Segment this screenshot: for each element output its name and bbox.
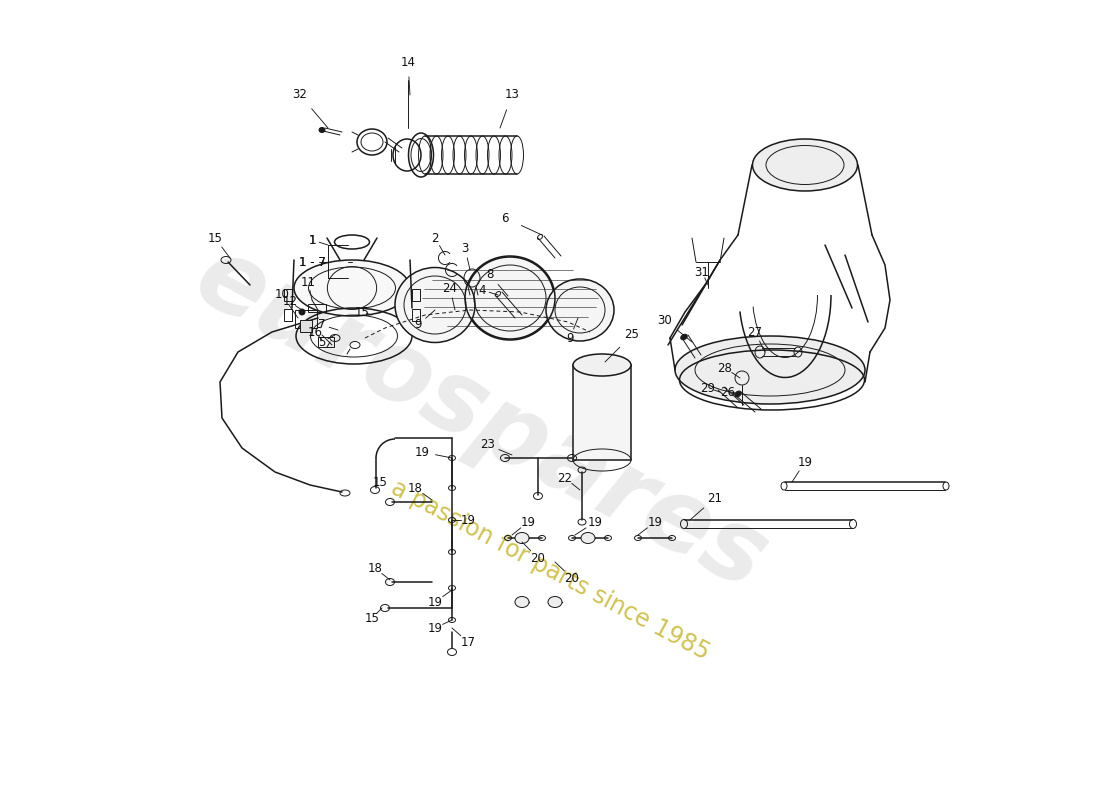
Text: 10: 10 (275, 289, 289, 302)
Text: 26: 26 (720, 386, 736, 398)
Bar (284, 309, 292, 321)
Ellipse shape (395, 267, 475, 342)
Bar (308, 304, 326, 312)
Text: 7: 7 (318, 318, 326, 331)
Bar (295, 310, 317, 328)
Text: 23: 23 (481, 438, 495, 451)
Bar (412, 289, 420, 301)
Text: 32: 32 (293, 89, 307, 102)
Text: 19: 19 (520, 515, 536, 529)
Text: 21: 21 (707, 491, 723, 505)
Ellipse shape (515, 533, 529, 543)
Text: 2: 2 (431, 231, 439, 245)
Ellipse shape (319, 127, 324, 133)
Text: 1: 1 (308, 234, 316, 246)
Bar (300, 320, 312, 332)
Text: 19: 19 (428, 622, 442, 634)
Ellipse shape (466, 257, 554, 339)
Bar (412, 309, 420, 321)
Text: 1 - 7: 1 - 7 (298, 255, 326, 269)
Text: 24: 24 (442, 282, 458, 294)
Text: 15: 15 (373, 475, 387, 489)
Text: 13: 13 (505, 89, 519, 102)
Text: a passion for parts since 1985: a passion for parts since 1985 (387, 475, 713, 665)
Bar (318, 337, 334, 347)
Text: 20: 20 (530, 551, 546, 565)
Text: 22: 22 (558, 471, 572, 485)
Text: 8: 8 (486, 269, 494, 282)
Text: 18: 18 (367, 562, 383, 574)
Text: 14: 14 (400, 55, 416, 69)
Text: 17: 17 (461, 635, 475, 649)
Text: 30: 30 (658, 314, 672, 326)
Text: 28: 28 (717, 362, 733, 374)
Text: eurospares: eurospares (178, 229, 782, 611)
Text: 16: 16 (308, 326, 322, 338)
Ellipse shape (675, 336, 865, 404)
Text: 20: 20 (564, 571, 580, 585)
Ellipse shape (546, 279, 614, 341)
Text: 18: 18 (408, 482, 422, 494)
Text: 9: 9 (566, 331, 574, 345)
Text: 29: 29 (701, 382, 715, 394)
Bar (284, 289, 292, 301)
Text: 19: 19 (798, 455, 813, 469)
Text: 25: 25 (625, 329, 639, 342)
Ellipse shape (515, 597, 529, 607)
Text: 19: 19 (461, 514, 475, 526)
Ellipse shape (548, 597, 562, 607)
Text: 31: 31 (694, 266, 710, 278)
Text: 11: 11 (300, 275, 316, 289)
Text: 27: 27 (748, 326, 762, 338)
Text: 19: 19 (648, 515, 662, 529)
Text: 15: 15 (364, 611, 380, 625)
Ellipse shape (735, 391, 741, 397)
Ellipse shape (581, 533, 595, 543)
Text: 4: 4 (478, 283, 486, 297)
Text: 15: 15 (354, 306, 370, 318)
Text: 19: 19 (587, 515, 603, 529)
Ellipse shape (299, 309, 305, 315)
Text: 1 - 7: 1 - 7 (298, 255, 326, 269)
Text: 3: 3 (461, 242, 469, 254)
Ellipse shape (573, 354, 631, 376)
Text: 5: 5 (318, 335, 326, 349)
Ellipse shape (681, 334, 688, 340)
Text: 6: 6 (502, 211, 508, 225)
Text: 15: 15 (208, 231, 222, 245)
Text: 19: 19 (415, 446, 429, 458)
Bar (573, 365, 631, 460)
Text: 1: 1 (308, 234, 316, 246)
Ellipse shape (752, 139, 858, 191)
Ellipse shape (294, 260, 410, 316)
Text: 19: 19 (428, 595, 442, 609)
Text: 9: 9 (415, 318, 421, 331)
Text: 12: 12 (283, 295, 297, 309)
